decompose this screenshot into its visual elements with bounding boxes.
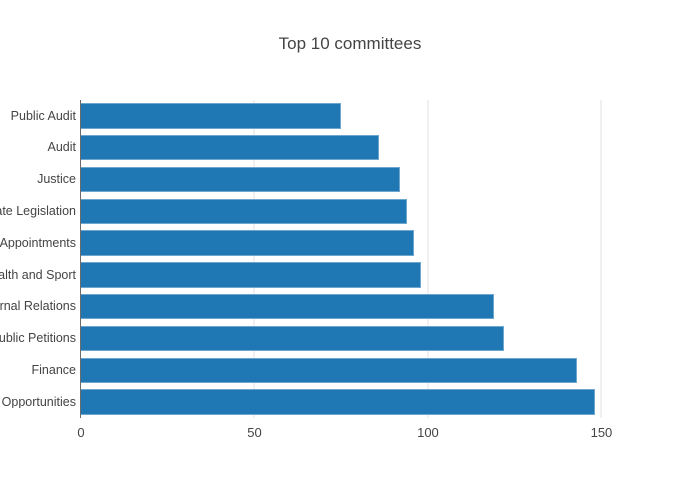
bar-row: Finance [32, 354, 641, 386]
x-axis-tick-label: 0 [77, 425, 85, 440]
y-axis-label: Audit [47, 141, 77, 154]
gridline [253, 100, 256, 418]
y-axis-label: Finance [31, 364, 76, 377]
y-axis-label: rnal Relations [0, 300, 76, 313]
gridlines-layer [81, 100, 641, 418]
y-axis-label: alth and Sport [0, 268, 76, 282]
gridline [600, 100, 603, 418]
chart-title: Top 10 committees [278, 34, 422, 53]
bar-row: Justice [37, 164, 641, 196]
bar[interactable] [81, 166, 401, 193]
bar[interactable] [81, 103, 342, 129]
bar-row: ublic Petitions [0, 323, 641, 355]
y-axis-label: ublic Petitions [0, 332, 76, 345]
bar[interactable] [81, 198, 408, 225]
bar[interactable] [81, 325, 505, 352]
bar-row: ate Legislation [0, 195, 641, 227]
x-axis-ticks: 0 50 100 150 [77, 418, 641, 444]
y-axis-label: Public Audit [10, 109, 76, 123]
gridline [426, 100, 429, 418]
bar[interactable] [81, 262, 422, 288]
bar[interactable] [81, 134, 380, 161]
x-axis-tick-label: 50 [247, 425, 262, 440]
bar-row: rnal Relations [0, 291, 641, 323]
x-axis-tick-label: 150 [590, 425, 613, 440]
bar[interactable] [81, 293, 494, 320]
bar-row: Appointments [0, 227, 641, 259]
bar-row: Public Audit [11, 100, 641, 132]
y-axis-label: Justice [37, 173, 76, 186]
y-axis-label: ate Legislation [0, 205, 76, 218]
bars-layer: Public Audit Audit Justice ate Legislation A… [0, 100, 641, 418]
bar[interactable] [81, 389, 595, 415]
y-axis-label: Appointments [0, 236, 76, 250]
x-axis-tick-label: 100 [417, 425, 439, 440]
bar-row: Opportunities [2, 386, 641, 418]
bar[interactable] [81, 230, 415, 256]
bar[interactable] [81, 357, 578, 384]
plot-area: Public Audit Audit Justice ate Legislation A… [0, 100, 641, 440]
bar-row: alth and Sport [0, 259, 641, 291]
y-axis-label: Opportunities [1, 395, 76, 409]
bar-row: Audit [48, 132, 641, 164]
